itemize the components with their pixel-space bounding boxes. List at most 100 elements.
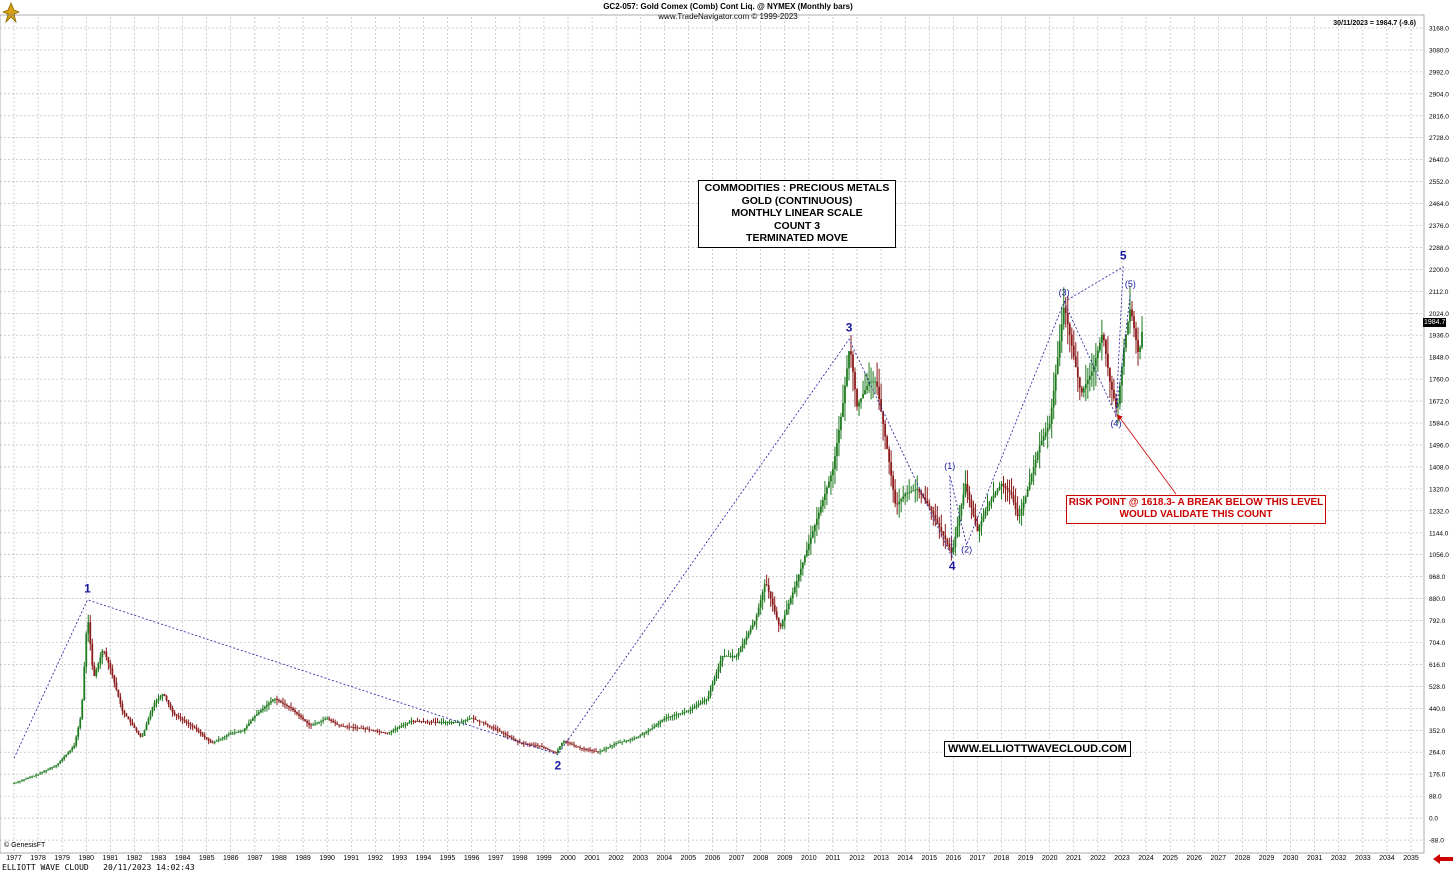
price-bars — [13, 286, 1143, 785]
price-bar-body — [659, 721, 662, 724]
wave-labels: 1 2 3 4 5 (1) (2) (3) (4) (5) — [84, 248, 1136, 772]
price-bar-body — [314, 723, 316, 725]
price-bar-body — [1098, 342, 1101, 351]
price-bar-body — [795, 581, 798, 587]
price-bar-body — [137, 730, 140, 734]
price-bar-body — [617, 742, 620, 744]
price-bar-body — [125, 713, 128, 717]
price-bar-body — [61, 759, 64, 762]
wave-label: 3 — [846, 321, 853, 335]
price-bar-body — [817, 512, 820, 519]
price-bar-body — [675, 714, 678, 716]
price-bar-body — [249, 720, 252, 724]
x-tick-label: 1979 — [54, 855, 70, 862]
price-bar-body — [547, 748, 549, 750]
price-bar-body — [585, 749, 587, 750]
chart-title: GC2-057: Gold Comex (Comb) Cont Liq. @ N… — [603, 2, 853, 11]
price-bar-body — [542, 746, 545, 748]
x-tick-label: 1984 — [175, 855, 191, 862]
price-bar-body — [629, 739, 632, 741]
annotations — [1116, 414, 1177, 495]
price-bar-body — [378, 731, 381, 733]
price-bar-body — [185, 721, 188, 723]
y-tick-label: 1584.0 — [1429, 421, 1449, 428]
y-tick-label: 3080.0 — [1429, 47, 1449, 54]
price-bar-body — [1058, 340, 1061, 358]
price-bar-body — [807, 543, 810, 550]
price-bar-body — [998, 486, 1001, 490]
price-bar-body — [286, 704, 288, 706]
price-bar-body — [520, 743, 523, 745]
price-bar-body — [406, 722, 409, 724]
price-bar-body — [619, 742, 622, 744]
price-bar-body — [1121, 366, 1123, 386]
price-bar-body — [215, 740, 218, 742]
info-line: TERMINATED MOVE — [746, 232, 848, 245]
x-tick-label: 2005 — [681, 855, 697, 862]
x-tick-label: 1990 — [319, 855, 335, 862]
extension-wave-line — [1063, 266, 1124, 416]
price-bar-body — [169, 704, 172, 709]
price-bar-body — [304, 719, 306, 722]
price-bar-body — [571, 743, 573, 745]
price-bar-body — [725, 655, 728, 657]
price-bar-body — [1000, 483, 1003, 487]
price-bar-body — [1137, 340, 1139, 352]
price-bar-body — [573, 744, 575, 746]
price-bar-body — [864, 389, 866, 395]
price-bar-body — [113, 675, 116, 683]
price-bar-body — [19, 780, 21, 782]
price-bar-body — [450, 722, 453, 723]
y-tick-label: 3168.0 — [1429, 25, 1449, 32]
price-bar-body — [996, 489, 999, 493]
info-line: COMMODITIES : PRECIOUS METALS — [704, 182, 890, 194]
price-bar-body — [735, 655, 738, 657]
trade-navigator-logo-icon — [1, 1, 21, 24]
price-bar-body — [151, 706, 154, 713]
price-bar-body — [689, 709, 692, 711]
price-bar-body — [143, 730, 146, 736]
price-bar-body — [326, 718, 329, 720]
scroll-left-arrow-icon[interactable] — [1432, 852, 1454, 870]
price-bar-body — [1105, 340, 1107, 354]
x-tick-label: 1994 — [416, 855, 432, 862]
price-bar-body — [954, 536, 957, 548]
price-bar-body — [952, 547, 955, 553]
price-bar-body — [302, 717, 304, 720]
price-bar-body — [49, 768, 52, 770]
price-bar-body — [145, 724, 148, 731]
x-tick-label: 2010 — [801, 855, 817, 862]
price-bar-body — [255, 714, 258, 716]
price-bar-body — [809, 537, 812, 544]
price-bar-body — [930, 506, 933, 511]
price-bar-body — [522, 743, 525, 745]
price-bar-body — [799, 568, 802, 575]
price-bar-body — [583, 748, 585, 750]
price-bar-body — [101, 650, 104, 658]
price-bar-body — [1100, 334, 1103, 343]
price-bar-body — [972, 507, 975, 516]
x-tick-label: 1980 — [78, 855, 94, 862]
price-bar-body — [358, 727, 361, 729]
x-tick-label: 2021 — [1066, 855, 1082, 862]
price-bar-body — [534, 745, 537, 746]
price-bar-body — [928, 503, 931, 507]
price-bar-body — [1028, 481, 1031, 490]
price-bar-body — [422, 721, 425, 723]
price-bar-body — [121, 703, 124, 711]
price-bar-body — [95, 669, 98, 676]
price-bar-body — [1048, 424, 1051, 429]
price-bar-body — [498, 730, 501, 732]
price-bar-body — [910, 491, 913, 493]
price-bar-body — [83, 666, 86, 701]
price-bar-body — [1064, 307, 1067, 314]
price-bar-body — [117, 689, 120, 697]
chart-subtitle: www.TradeNavigator.com © 1999-2023 — [658, 12, 798, 21]
price-bar-body — [785, 609, 788, 615]
y-axis: 3168.0 3080.0 2992.0 2904.0 2816.0 2728.0 2640… — [1429, 25, 1449, 844]
price-bar-body — [280, 701, 282, 703]
price-bar-body — [59, 761, 62, 764]
price-bar-body — [968, 491, 971, 500]
price-bar-body — [1113, 389, 1115, 399]
price-bar-body — [276, 698, 278, 701]
